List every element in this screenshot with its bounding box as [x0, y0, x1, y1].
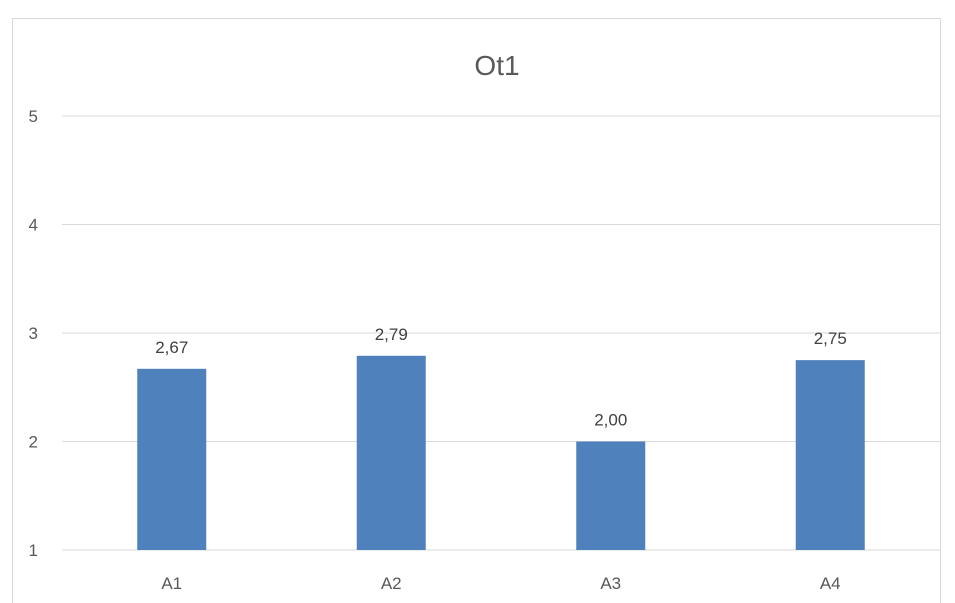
- y-tick-label: 5: [29, 107, 38, 126]
- data-label: 2,00: [594, 411, 627, 430]
- x-tick-label: A1: [161, 574, 182, 593]
- data-label: 2,75: [814, 329, 847, 348]
- y-tick-label: 2: [29, 433, 38, 452]
- chart-title: Ot1: [474, 50, 519, 81]
- y-axis-ticks: 1 2 3 4 5: [29, 107, 38, 560]
- data-label: 2,79: [375, 325, 408, 344]
- x-tick-label: A4: [820, 574, 841, 593]
- bar: [137, 368, 207, 550]
- data-label: 2,67: [155, 338, 188, 357]
- y-tick-label: 4: [29, 216, 38, 235]
- x-axis-ticks: A1 A2 A3 A4: [161, 574, 840, 593]
- x-tick-label: A2: [381, 574, 402, 593]
- bar: [795, 360, 865, 550]
- data-labels: 2,67 2,79 2,00 2,75: [155, 325, 847, 430]
- y-tick-label: 1: [29, 541, 38, 560]
- x-tick-label: A3: [600, 574, 621, 593]
- bar: [576, 441, 646, 550]
- bars: [137, 355, 865, 550]
- gridlines: [62, 115, 940, 551]
- y-tick-label: 3: [29, 324, 38, 343]
- bar: [356, 355, 426, 550]
